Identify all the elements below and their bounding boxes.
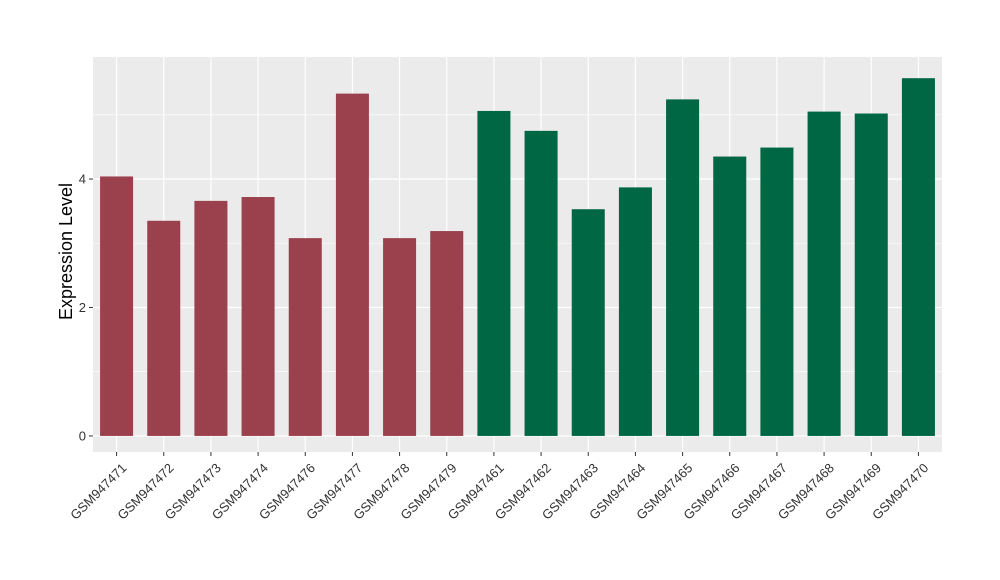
bar-gsm947470 [901, 78, 935, 436]
bars [100, 78, 935, 436]
bar-gsm947471 [100, 176, 134, 436]
y-tick-label: 2 [79, 300, 86, 315]
bar-gsm947465 [666, 99, 700, 436]
bar-gsm947464 [618, 187, 652, 436]
bar-gsm947466 [713, 156, 747, 436]
bar-gsm947463 [571, 209, 605, 436]
y-tick-label: 0 [79, 428, 86, 443]
bar-gsm947462 [524, 130, 558, 436]
y-axis: 0 2 4 [79, 172, 93, 443]
x-axis: GSM947471GSM947472GSM947473GSM947474GSM9… [67, 452, 931, 523]
bar-gsm947461 [477, 110, 511, 436]
bar-gsm947473 [194, 200, 228, 436]
bar-gsm947474 [241, 197, 275, 436]
bar-gsm947467 [760, 147, 794, 436]
bar-gsm947477 [335, 93, 369, 436]
bar-gsm947469 [854, 113, 888, 436]
bar-gsm947468 [807, 111, 841, 436]
y-axis-title: Expression Level [56, 183, 76, 320]
bar-gsm947479 [430, 231, 464, 436]
y-tick-label: 4 [79, 172, 86, 187]
bar-gsm947472 [147, 220, 181, 436]
plot-panel [93, 57, 942, 452]
bar-gsm947478 [383, 238, 417, 436]
bar-gsm947476 [288, 238, 322, 436]
